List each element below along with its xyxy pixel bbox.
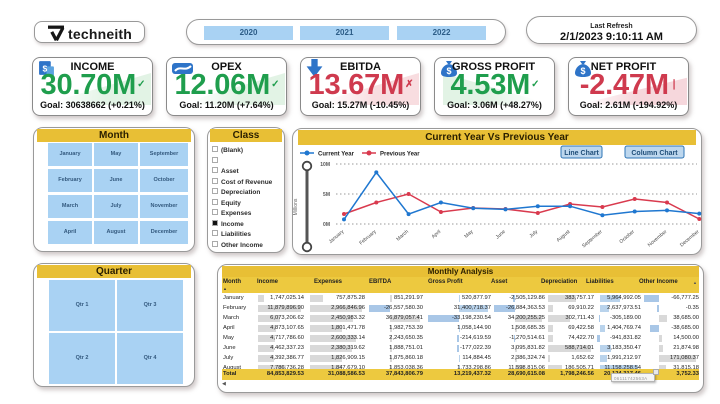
svg-text:Previous Year: Previous Year — [380, 152, 420, 158]
svg-text:$: $ — [446, 66, 451, 76]
svg-text:September: September — [581, 229, 604, 250]
svg-text:February: February — [358, 229, 378, 247]
svg-text:November: November — [647, 229, 669, 249]
svg-text:March: March — [395, 229, 410, 243]
svg-text:July: July — [528, 229, 539, 240]
svg-text:January: January — [328, 229, 346, 245]
svg-text:December: December — [679, 229, 701, 249]
svg-text:$: $ — [580, 66, 585, 76]
svg-text:August: August — [556, 229, 572, 244]
svg-text:Current Year: Current Year — [318, 152, 355, 158]
svg-text:April: April — [431, 229, 443, 240]
svg-text:Millions: Millions — [293, 198, 299, 215]
svg-text:June: June — [495, 229, 507, 241]
svg-text:Column Chart: Column Chart — [631, 150, 678, 157]
svg-text:5M: 5M — [323, 192, 330, 198]
svg-text:Line Chart: Line Chart — [564, 150, 599, 157]
svg-text:0M: 0M — [323, 222, 330, 228]
svg-text:May: May — [463, 229, 474, 240]
svg-text:October: October — [618, 229, 636, 245]
svg-text:$: $ — [43, 64, 48, 74]
svg-text:10M: 10M — [320, 162, 330, 168]
